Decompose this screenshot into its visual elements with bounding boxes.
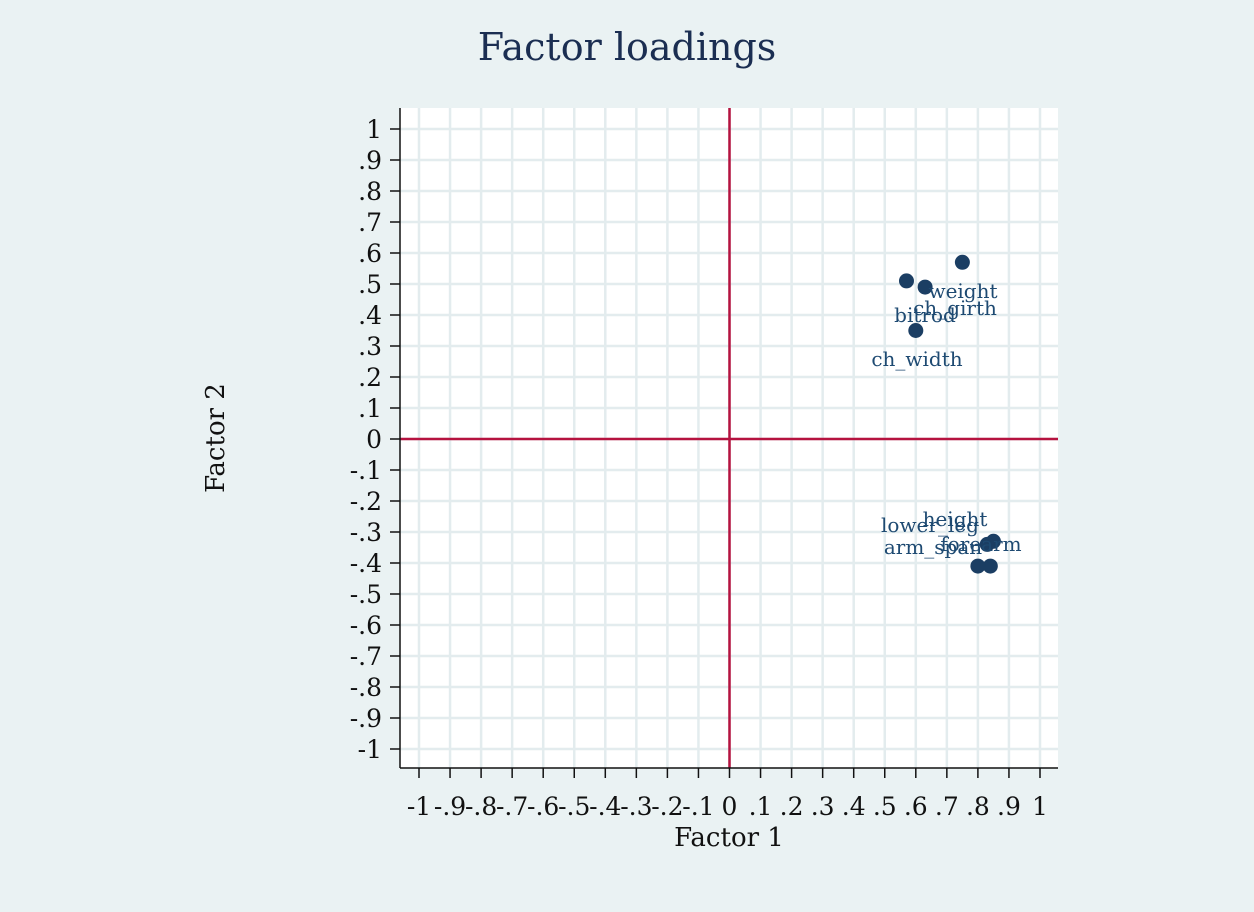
x-tick-label: .5 xyxy=(873,792,897,821)
data-point-lower-leg xyxy=(979,536,995,552)
data-point-weight xyxy=(954,254,970,270)
y-axis-title: Factor 2 xyxy=(201,383,231,493)
point-label-forearm: forearm xyxy=(940,532,1021,556)
x-tick-label: -.3 xyxy=(620,792,652,821)
point-label-weight: weight xyxy=(928,279,997,303)
y-tick-label: -.3 xyxy=(350,518,382,547)
y-tick-label: .8 xyxy=(358,177,382,206)
y-tick-label: .9 xyxy=(358,146,382,175)
x-tick-label: -.1 xyxy=(682,792,714,821)
point-label-lower-leg: lower_leg xyxy=(881,513,979,537)
x-tick-label: -.5 xyxy=(558,792,590,821)
x-axis-title: Factor 1 xyxy=(674,823,784,853)
x-tick-label: .6 xyxy=(904,792,928,821)
point-label-arm-span: arm_span xyxy=(884,535,982,559)
point-label-bitrod: bitrod xyxy=(894,303,956,327)
y-tick-label: .3 xyxy=(358,332,382,361)
y-tick-label: -.2 xyxy=(350,487,382,516)
y-tick-label: .7 xyxy=(358,208,382,237)
y-tick-label: .2 xyxy=(358,363,382,392)
y-tick-label: -.6 xyxy=(350,611,382,640)
reference-lines xyxy=(400,108,1058,768)
x-tick-label: .7 xyxy=(935,792,959,821)
data-points xyxy=(898,254,1001,574)
data-point-ch-width xyxy=(908,323,924,338)
point-label-ch-width: ch_width xyxy=(871,347,962,371)
data-point-ch-girth xyxy=(917,279,933,295)
x-tick-label: 0 xyxy=(722,792,738,821)
x-tick-label: -.9 xyxy=(434,792,466,821)
y-tick-label: -.8 xyxy=(350,673,382,702)
y-tick-label: -.4 xyxy=(350,549,382,578)
data-point-forearm xyxy=(982,558,998,574)
y-tick-label: .6 xyxy=(358,239,382,268)
x-tick-label: .8 xyxy=(966,792,990,821)
y-tick-label: .5 xyxy=(358,270,382,299)
x-tick-label: .3 xyxy=(811,792,835,821)
y-tick-label: -.1 xyxy=(350,456,382,485)
y-tick-label: -1 xyxy=(358,735,382,764)
x-tick-label: -.7 xyxy=(496,792,528,821)
y-tick-label: 1 xyxy=(366,115,382,144)
y-tick-label: -.9 xyxy=(350,704,382,733)
y-tick-label: .1 xyxy=(358,394,382,423)
y-axis-ticks: 1.9.8.7.6.5.4.3.2.10-.1-.2-.3-.4-.5-.6-.… xyxy=(350,115,400,764)
chart-title: Factor loadings xyxy=(478,25,777,69)
point-label-height: height xyxy=(923,507,988,531)
y-tick-label: 0 xyxy=(366,425,382,454)
point-label-ch-girth: ch_girth xyxy=(913,296,997,320)
x-tick-label: .4 xyxy=(842,792,866,821)
x-tick-label: 1 xyxy=(1032,792,1048,821)
x-tick-label: .9 xyxy=(997,792,1021,821)
y-tick-label: .4 xyxy=(358,301,382,330)
data-point-arm-span xyxy=(970,558,986,574)
data-point-bitrod xyxy=(898,273,914,289)
x-tick-label: -1 xyxy=(407,792,431,821)
x-tick-label: .1 xyxy=(749,792,773,821)
y-tick-label: -.7 xyxy=(350,642,382,671)
x-tick-label: -.8 xyxy=(465,792,497,821)
x-tick-label: .2 xyxy=(780,792,804,821)
x-tick-label: -.6 xyxy=(527,792,559,821)
x-tick-label: -.4 xyxy=(589,792,621,821)
y-tick-label: -.5 xyxy=(350,580,382,609)
x-tick-label: -.2 xyxy=(651,792,683,821)
x-axis-ticks: -1 -.9-.8-.7-.6-.5-.4-.3-.2-.1 0 .1.2.3.4.5… xyxy=(407,768,1048,821)
